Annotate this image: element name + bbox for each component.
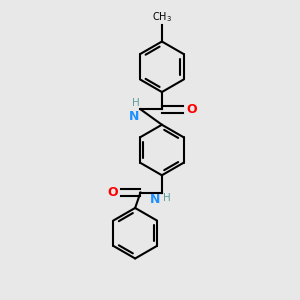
Text: N: N (150, 194, 161, 206)
Text: CH$_3$: CH$_3$ (152, 10, 172, 24)
Text: N: N (129, 110, 139, 123)
Text: H: H (131, 98, 139, 108)
Text: O: O (107, 186, 118, 199)
Text: O: O (187, 103, 197, 116)
Text: H: H (163, 194, 171, 203)
